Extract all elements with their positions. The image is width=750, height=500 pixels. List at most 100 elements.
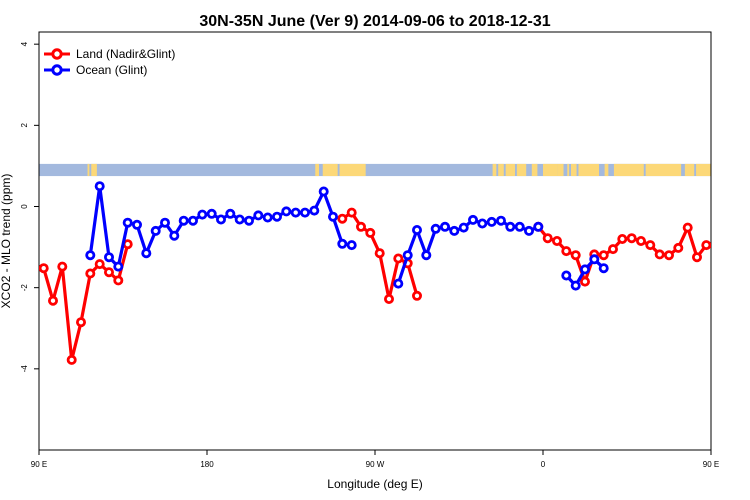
data-point [355,221,366,232]
data-point [383,293,394,304]
land-segment [578,163,599,177]
data-point [39,263,49,274]
x-tick-label: 0 [541,460,546,469]
data-point [104,252,115,263]
data-point [318,186,329,197]
data-point [262,212,273,223]
x-tick-label: 90 W [366,460,385,469]
data-point [458,222,469,233]
land-segment [87,163,90,177]
data-point [402,250,413,261]
data-point [327,211,338,222]
legend-label-land: Land (Nadir&Glint) [76,47,175,61]
land-segment [613,163,644,177]
data-point [337,213,348,224]
data-point [337,238,348,249]
land-segment [645,163,682,177]
data-point [271,211,282,222]
data-point [421,250,432,261]
data-point [309,205,320,216]
land-segment [684,163,695,177]
legend-marker-ocean [51,64,63,76]
data-point [467,214,478,225]
data-point [701,240,711,251]
data-point [673,242,684,253]
data-point [113,275,124,286]
y-tick-label: -4 [20,365,29,373]
land-segment [571,163,577,177]
data-point [206,208,217,219]
data-point [169,230,180,241]
land-segment [505,163,515,177]
data-point [48,295,59,306]
data-point [66,354,77,365]
chart-title: 30N-35N June (Ver 9) 2014-09-06 to 2018-… [199,13,550,30]
data-point [411,224,422,235]
data-point [570,280,581,291]
x-axis: 90 E 180 90 W 0 90 E [31,450,719,469]
data-point [131,219,142,230]
data-point [393,278,404,289]
data-point [495,215,506,226]
data-point [76,317,87,328]
x-tick-label: 90 E [703,460,719,469]
data-point [374,248,385,259]
y-axis-label: XCO2 - MLO trend (ppm) [0,174,13,309]
data-point [439,221,450,232]
data-point [542,233,553,244]
data-point [411,290,422,301]
legend: Land (Nadir&Glint) Ocean (Glint) [44,47,175,77]
data-point [215,214,226,225]
series-line [42,243,130,362]
data-point [524,225,535,236]
land-segment [516,163,527,177]
data-point [731,297,738,304]
data-point [617,233,628,244]
x-tick-label: 180 [200,460,214,469]
data-point [187,215,198,226]
data-point [561,246,572,257]
legend-label-ocean: Ocean (Glint) [76,63,147,77]
y-axis: 4 2 0 -2 -4 [20,41,39,372]
series-land [39,207,747,365]
series-ocean [85,181,609,291]
land-segment [543,163,558,177]
data-point [608,244,619,255]
y-tick-label: -2 [20,284,29,292]
data-point [253,210,264,221]
data-point [365,227,376,238]
data-point [94,259,105,270]
data-point [281,206,292,217]
data-point [94,181,105,192]
data-point [122,217,133,228]
data-point [113,261,124,272]
data-point [598,263,609,274]
land-segment [604,163,609,177]
land-segment [315,163,319,177]
land-segment [498,163,504,177]
data-point [664,250,675,261]
data-point [636,235,647,246]
data-point [477,218,488,229]
data-point [290,207,301,218]
land-segment [557,163,564,177]
data-point [645,240,656,251]
data-point [682,222,693,233]
data-point [561,270,572,281]
ocean-band [39,163,711,177]
data-point [159,217,170,228]
land-segment [531,163,538,177]
data-point [580,276,591,287]
land-segment [696,163,711,177]
data-point [580,264,591,275]
data-point [57,261,68,272]
data-point [85,268,96,279]
data-point [243,215,254,226]
series-line [537,225,711,284]
data-point [740,263,747,270]
y-tick-label: 0 [20,204,29,209]
data-point [178,215,189,226]
data-point [721,265,728,272]
data-point [449,225,460,236]
